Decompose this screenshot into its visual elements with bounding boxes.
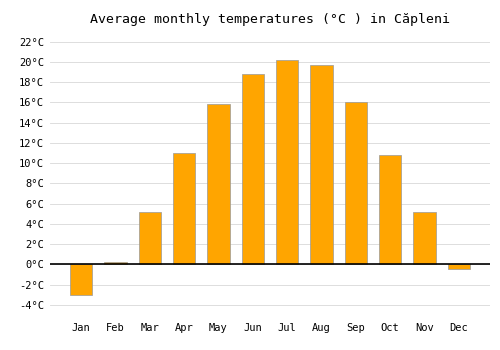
Bar xyxy=(173,153,196,264)
Bar xyxy=(344,102,367,264)
Bar xyxy=(448,264,470,270)
Bar xyxy=(414,212,436,264)
Bar xyxy=(379,155,402,264)
Bar xyxy=(276,60,298,264)
Bar xyxy=(104,262,126,264)
Bar xyxy=(138,212,161,264)
Title: Average monthly temperatures (°C ) in Căpleni: Average monthly temperatures (°C ) in Că… xyxy=(90,13,450,26)
Bar xyxy=(242,74,264,264)
Bar xyxy=(70,264,92,295)
Bar xyxy=(208,104,230,264)
Bar xyxy=(310,65,332,264)
